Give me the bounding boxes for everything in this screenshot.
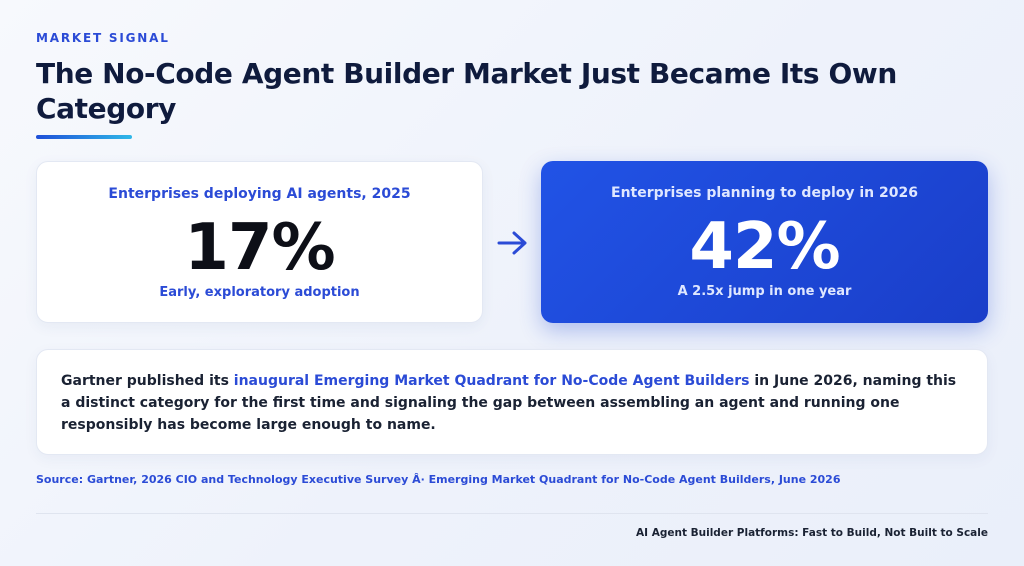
page-title: The No-Code Agent Builder Market Just Be… — [36, 57, 897, 125]
stat-card-2025: Enterprises deploying AI agents, 2025 17… — [36, 161, 483, 323]
footer-caption: AI Agent Builder Platforms: Fast to Buil… — [636, 527, 988, 539]
stat-card-2026: Enterprises planning to deploy in 2026 4… — [541, 161, 988, 323]
stat-note-2025: Early, exploratory adoption — [159, 285, 360, 300]
summary-text-end: in June 2026, naming this a distinct cat… — [61, 373, 957, 433]
summary-card: Gartner published its inaugural Emerging… — [36, 349, 988, 455]
stat-label-2025: Enterprises deploying AI agents, 2025 — [108, 186, 411, 202]
stat-value-2025: 17% — [184, 211, 335, 285]
source-citation: Source: Gartner, 2026 CIO and Technology… — [36, 473, 841, 486]
summary-text-start: Gartner published its — [61, 373, 234, 389]
footer-divider — [36, 513, 988, 514]
summary-highlight: inaugural Emerging Market Quadrant for N… — [233, 373, 750, 389]
kicker-label: MARKET SIGNAL — [36, 31, 170, 45]
arrow-right-icon — [497, 231, 527, 255]
stat-label-2026: Enterprises planning to deploy in 2026 — [611, 185, 918, 201]
stat-value-2026: 42% — [689, 210, 840, 284]
title-underline — [36, 135, 132, 139]
stat-note-2026: A 2.5x jump in one year — [677, 284, 852, 299]
